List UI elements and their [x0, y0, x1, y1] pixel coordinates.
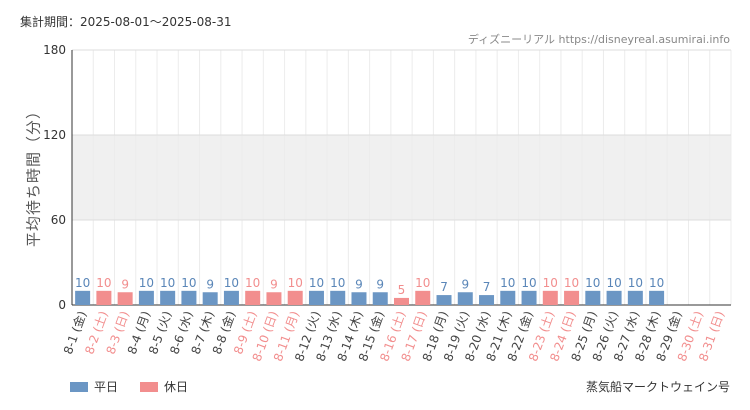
bar-value-label: 9 [206, 277, 214, 291]
bar [606, 290, 622, 305]
bar-value-label: 9 [355, 277, 363, 291]
legend-swatch-weekday [70, 381, 88, 392]
y-tick-label: 180 [43, 43, 66, 57]
bar [223, 290, 239, 305]
bar [585, 290, 601, 305]
bar-value-label: 10 [96, 276, 111, 290]
bar-value-label: 10 [500, 276, 515, 290]
legend-swatch-holiday [140, 381, 159, 392]
y-tick-label: 0 [58, 298, 66, 312]
period-label: 集計期間：2025-08-01～2025-08-31 [20, 15, 232, 29]
bar [415, 290, 431, 305]
bar [138, 290, 154, 305]
bar-value-label: 10 [543, 276, 558, 290]
bar-value-label: 10 [181, 276, 196, 290]
bar [330, 290, 346, 305]
bar [266, 292, 282, 305]
bar-value-label: 10 [139, 276, 154, 290]
bar-value-label: 10 [521, 276, 536, 290]
bar-value-label: 5 [398, 283, 406, 297]
legend-label-holiday: 休日 [164, 380, 189, 394]
legend-item-weekday: 平日 [70, 378, 118, 395]
legend-label-weekday: 平日 [94, 380, 119, 394]
bar [372, 292, 388, 305]
bar [436, 295, 452, 305]
bar [500, 290, 516, 305]
bar-value-label: 10 [245, 276, 260, 290]
bar-value-label: 10 [564, 276, 579, 290]
bar [181, 290, 197, 305]
bar-value-label: 10 [75, 276, 90, 290]
bar [202, 292, 218, 305]
bar-value-label: 10 [309, 276, 324, 290]
y-tick-label: 60 [51, 213, 66, 227]
legend: 平日 休日 [70, 378, 210, 395]
bar [521, 290, 537, 305]
bar-value-label: 10 [606, 276, 621, 290]
bar [542, 290, 558, 305]
bar [649, 290, 665, 305]
bar-value-label: 7 [440, 280, 448, 294]
bar [160, 290, 176, 305]
bar [394, 297, 409, 305]
bar-value-label: 9 [270, 277, 278, 291]
bar-value-label: 10 [330, 276, 345, 290]
bar-value-label: 10 [649, 276, 664, 290]
y-tick-label: 120 [43, 128, 66, 142]
bar [117, 292, 133, 305]
attraction-name: 蒸気船マークトウェイン号 [585, 380, 730, 394]
bar [75, 290, 91, 305]
bar [479, 295, 495, 305]
bar [627, 290, 643, 305]
bar [564, 290, 580, 305]
bar-value-label: 7 [483, 280, 491, 294]
bar-value-label: 10 [224, 276, 239, 290]
bar-value-label: 10 [415, 276, 430, 290]
bar [308, 290, 324, 305]
shaded-band [72, 135, 731, 220]
bar-value-label: 10 [288, 276, 303, 290]
bar-value-label: 9 [376, 277, 384, 291]
legend-item-holiday: 休日 [140, 378, 188, 395]
bar [96, 290, 112, 305]
bar [245, 290, 261, 305]
bar-value-label: 10 [628, 276, 643, 290]
bar [457, 292, 473, 305]
source-credit: ディズニーリアル https://disneyreal.asumirai.inf… [467, 33, 730, 46]
bar-value-label: 10 [160, 276, 175, 290]
bar-value-label: 9 [121, 277, 129, 291]
bar-value-label: 10 [585, 276, 600, 290]
bar-value-label: 9 [461, 277, 469, 291]
bar [351, 292, 367, 305]
bar [287, 290, 303, 305]
